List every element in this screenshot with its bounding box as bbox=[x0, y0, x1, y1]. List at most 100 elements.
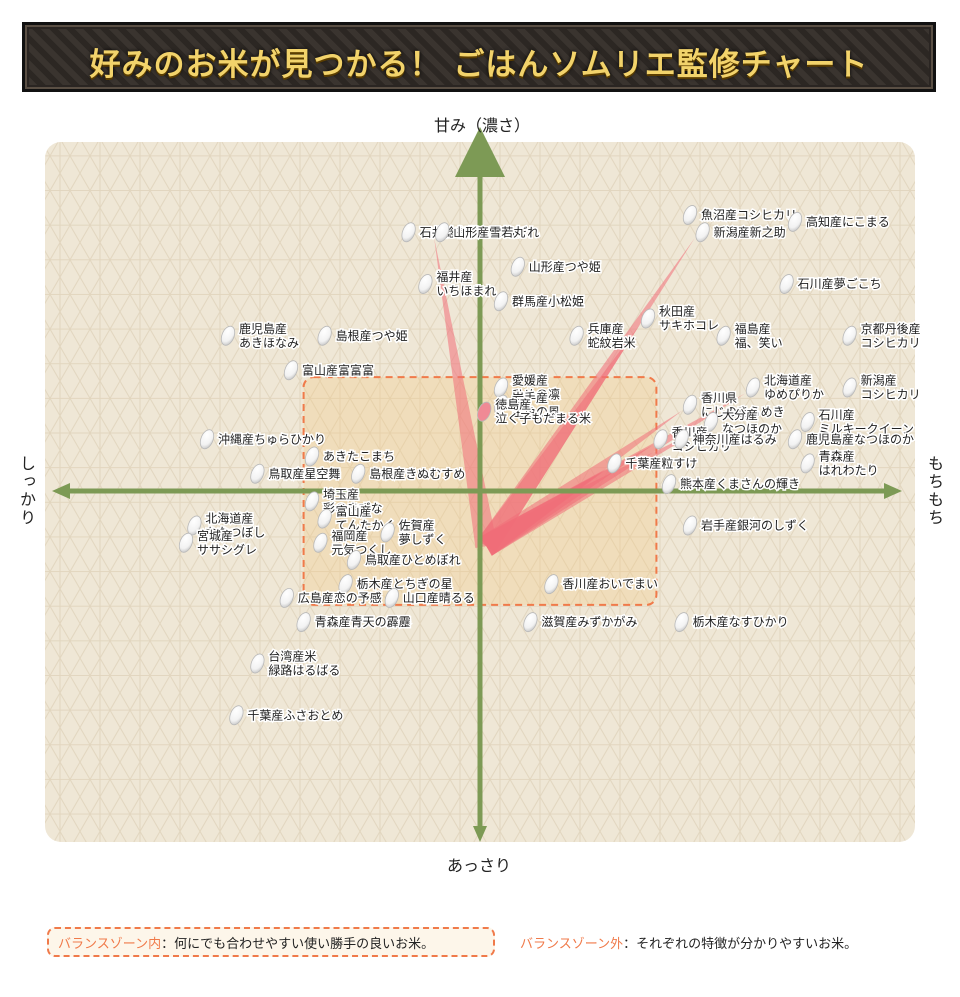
point-label: 台湾産米緑路はるばる bbox=[268, 649, 340, 678]
rice-point: 岩手産銀河のしずく bbox=[682, 515, 810, 536]
rice-point: 魚沼産コシヒカリ bbox=[682, 205, 799, 225]
rice-point: あきたこまち bbox=[304, 446, 397, 467]
rice-grain-icon bbox=[351, 463, 366, 484]
point-label: 山形産つや姫 bbox=[529, 259, 601, 274]
point-label: あきたこまち bbox=[323, 450, 395, 464]
point-label: 島根産きぬむすめ bbox=[369, 466, 465, 481]
rice-point: 富山産富富富 bbox=[283, 360, 376, 381]
y-axis-top-label: 甘み（濃さ） bbox=[434, 116, 531, 135]
rice-point: 千葉産粒すけ bbox=[607, 453, 699, 474]
rice-grain-icon bbox=[493, 377, 509, 398]
point-label: 徳島産泣く子もだまる米 bbox=[495, 397, 591, 426]
x-axis-right-label: もちもち bbox=[925, 455, 944, 527]
rice-grain-icon bbox=[640, 308, 656, 329]
rice-grain-icon bbox=[346, 550, 362, 570]
rice-grain-icon bbox=[779, 274, 794, 294]
rice-point: 鳥取産星空舞 bbox=[250, 463, 342, 484]
point-label: 兵庫産蛇紋岩米 bbox=[588, 321, 636, 350]
rice-grain-icon bbox=[569, 325, 584, 346]
rice-grain-icon bbox=[317, 325, 332, 346]
rice-point: 岩手産金色の風 bbox=[493, 388, 562, 420]
rice-point: 福井産いちほまれ bbox=[418, 268, 498, 300]
rice-grain-icon bbox=[695, 222, 710, 243]
point-label: 青森産はれわたり bbox=[819, 448, 879, 477]
rice-point: 宮城産ササシグレ bbox=[178, 526, 259, 558]
point-label: 鹿児島産なつほのか bbox=[806, 431, 914, 446]
rice-point: 愛媛産ひめの凛 bbox=[493, 371, 562, 403]
rice-grain-icon bbox=[787, 211, 803, 232]
rice-point: 秋田産サキホコレ bbox=[640, 302, 721, 334]
rice-grain-icon bbox=[317, 508, 332, 529]
point-label: 富山産てんたかく bbox=[336, 504, 396, 533]
rice-point: 台湾産米緑路はるばる bbox=[250, 647, 342, 679]
point-label: 京都丹後産コシヒカリ bbox=[861, 321, 921, 350]
point-label: 沖縄産ちゅらひかり bbox=[218, 431, 326, 446]
rice-point: 鹿児島産あきほなみ bbox=[220, 319, 301, 351]
point-label: 島根産つや姫 bbox=[336, 328, 408, 343]
point-label: 大分産なつほのか bbox=[722, 407, 782, 436]
point-label: 北海道産ななつぼし bbox=[205, 511, 265, 540]
rice-grain-icon bbox=[842, 377, 857, 398]
rice-point: 島根産つや姫 bbox=[317, 325, 409, 346]
rice-grain-icon bbox=[279, 588, 294, 608]
rice-point: 北海道産ゆめぴりか bbox=[745, 371, 826, 403]
rice-point: 栃木産なすひかり bbox=[674, 612, 790, 633]
point-label: 福岡産元気つくし bbox=[331, 528, 391, 557]
rice-grain-icon bbox=[661, 474, 677, 495]
rice-grain-icon bbox=[800, 412, 815, 432]
rice-point: 島根産きぬむすめ bbox=[351, 463, 467, 484]
point-label: 広島産恋の予感 bbox=[298, 590, 382, 605]
title-banner: 好みのお米が見つかる！ ごはんソムリエ監修チャート bbox=[22, 22, 936, 92]
rice-point: 青森産青天の霹靂 bbox=[296, 612, 412, 633]
highlight-point: 徳島産泣く子もだまる米 bbox=[477, 395, 592, 427]
legend-inside-text: ：何にでも合わせやすい使い勝手の良いお米。 bbox=[161, 937, 435, 952]
y-axis-bottom-label: あっさり bbox=[447, 856, 512, 875]
rice-point: 北海道産ななつぼし bbox=[187, 509, 267, 541]
rice-grain-icon bbox=[682, 515, 698, 536]
rice-point: 新潟産新之助 bbox=[695, 222, 787, 243]
point-label: 青森産青天の霹靂 bbox=[315, 614, 411, 629]
point-label: 新潟産新之助 bbox=[714, 224, 786, 239]
point-label: 福島産福、笑い bbox=[735, 321, 783, 350]
rice-point: 京都丹後産コシヒカリ bbox=[842, 319, 922, 351]
legend-inside-label: バランスゾーン内 bbox=[58, 937, 162, 952]
point-label: 宮城産ササシグレ bbox=[197, 528, 257, 557]
point-label: 滋賀産みずかがみ bbox=[541, 614, 637, 629]
point-label: 岩手産銀河のしずく bbox=[701, 518, 809, 533]
rice-grain-icon bbox=[842, 325, 857, 346]
point-label: 熊本産くまさんの輝き bbox=[680, 476, 800, 491]
point-label: 北海道産ゆめぴりか bbox=[764, 373, 824, 402]
point-label: 千葉産ふさおとめ bbox=[247, 707, 343, 722]
point-label: 秋田産サキホコレ bbox=[659, 304, 719, 333]
rice-point: 大分産なつほのか bbox=[703, 406, 784, 438]
rice-point: 富山産てんたかく bbox=[317, 502, 397, 534]
legend-outside-text: ：それぞれの特徴が分かりやすいお米。 bbox=[623, 937, 858, 952]
point-label: 新潟産コシヒカリ bbox=[861, 373, 921, 402]
point-label: 神奈川産はるみ bbox=[693, 431, 777, 446]
rice-grain-icon bbox=[510, 256, 525, 277]
rice-point: 埼玉産彩のきずな bbox=[304, 485, 384, 517]
rice-grain-icon bbox=[493, 291, 509, 312]
rice-grain-icon bbox=[384, 588, 399, 608]
point-label: 富山産富富富 bbox=[302, 362, 374, 377]
rice-grain-icon bbox=[250, 653, 265, 674]
point-label: 佐賀産夢しずく bbox=[399, 517, 447, 546]
rice-grain-icon bbox=[682, 205, 698, 225]
point-label: 鳥取産星空舞 bbox=[268, 466, 340, 481]
rice-grain-icon bbox=[380, 522, 395, 543]
point-label: 山形産雪若丸 bbox=[453, 224, 525, 239]
legend-inside: バランスゾーン内：何にでも合わせやすい使い勝手の良いお米。 bbox=[58, 933, 434, 952]
rice-grain-icon bbox=[401, 222, 416, 243]
point-label: 群馬産小松姫 bbox=[512, 293, 584, 308]
point-label: 石川産ミルキークイーン bbox=[819, 407, 914, 436]
rice-point: 山形産つや姫 bbox=[510, 256, 602, 277]
rice-point: 栃木産とちぎの星 bbox=[338, 574, 454, 595]
rice-point: 石川産ミルキークイーン bbox=[800, 406, 916, 438]
legend-outside: バランスゾーン外：それぞれの特徴が分かりやすいお米。 bbox=[520, 933, 857, 952]
rice-point: 福島産福、笑い bbox=[716, 319, 784, 351]
rice-grain-icon bbox=[653, 429, 668, 450]
point-label: 岩手産金色の風 bbox=[512, 390, 560, 419]
point-label: 石川産夢ごこち bbox=[798, 276, 882, 291]
rice-point: 沖縄産ちゅらひかり bbox=[199, 429, 328, 450]
